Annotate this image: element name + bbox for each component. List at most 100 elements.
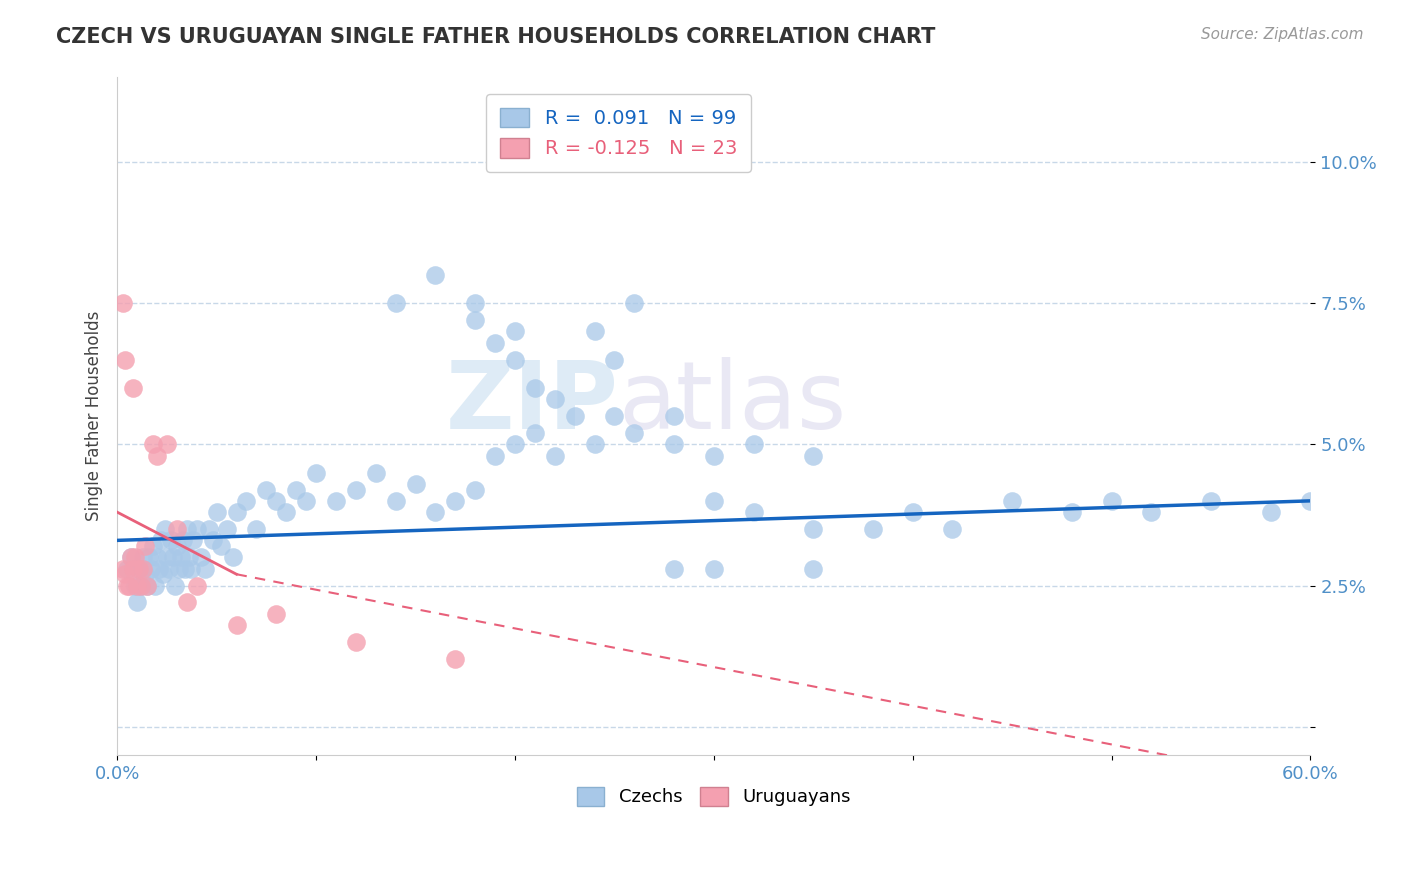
Point <box>603 352 626 367</box>
Point <box>114 567 136 582</box>
Point <box>583 437 606 451</box>
Point <box>122 561 145 575</box>
Point <box>295 493 318 508</box>
Point <box>120 550 142 565</box>
Point <box>157 561 180 575</box>
Point <box>134 539 156 553</box>
Point <box>209 539 232 553</box>
Point <box>583 325 606 339</box>
Point <box>186 578 208 592</box>
Point <box>136 578 159 592</box>
Point <box>742 505 765 519</box>
Point <box>564 409 586 424</box>
Point <box>425 268 447 282</box>
Point <box>166 522 188 536</box>
Point <box>801 449 824 463</box>
Point <box>215 522 238 536</box>
Point <box>122 381 145 395</box>
Point <box>1299 493 1322 508</box>
Point <box>503 437 526 451</box>
Point <box>149 533 172 548</box>
Point <box>384 296 406 310</box>
Point <box>344 483 367 497</box>
Point <box>266 607 288 621</box>
Point <box>544 392 567 407</box>
Point <box>142 437 165 451</box>
Point <box>405 477 427 491</box>
Point <box>245 522 267 536</box>
Point <box>484 449 506 463</box>
Point <box>167 561 190 575</box>
Text: Source: ZipAtlas.com: Source: ZipAtlas.com <box>1201 27 1364 42</box>
Point <box>132 550 155 565</box>
Point <box>703 493 725 508</box>
Point <box>503 325 526 339</box>
Point <box>221 550 243 565</box>
Point <box>143 578 166 592</box>
Point <box>124 550 146 565</box>
Point <box>325 493 347 508</box>
Point <box>1199 493 1222 508</box>
Text: CZECH VS URUGUAYAN SINGLE FATHER HOUSEHOLDS CORRELATION CHART: CZECH VS URUGUAYAN SINGLE FATHER HOUSEHO… <box>56 27 935 46</box>
Point <box>801 561 824 575</box>
Point <box>163 578 186 592</box>
Point <box>464 313 486 327</box>
Point <box>603 409 626 424</box>
Point <box>662 437 685 451</box>
Point <box>152 567 174 582</box>
Point <box>148 561 170 575</box>
Point <box>1060 505 1083 519</box>
Point <box>623 296 645 310</box>
Point <box>176 595 198 609</box>
Point <box>112 296 135 310</box>
Point <box>544 449 567 463</box>
Point <box>235 493 257 508</box>
Point <box>138 550 160 565</box>
Point <box>146 550 169 565</box>
Point <box>662 409 685 424</box>
Point <box>186 522 208 536</box>
Point <box>190 550 212 565</box>
Point <box>201 533 224 548</box>
Text: ZIP: ZIP <box>446 357 619 449</box>
Point <box>662 561 685 575</box>
Point <box>801 522 824 536</box>
Point <box>125 578 148 592</box>
Point <box>125 595 148 609</box>
Point <box>941 522 963 536</box>
Point <box>181 533 204 548</box>
Point <box>901 505 924 519</box>
Point <box>285 483 308 497</box>
Point <box>503 352 526 367</box>
Point <box>120 550 142 565</box>
Point <box>742 437 765 451</box>
Point <box>523 426 546 441</box>
Point <box>1140 505 1163 519</box>
Point <box>197 522 219 536</box>
Point <box>115 561 138 575</box>
Point <box>364 466 387 480</box>
Point <box>124 578 146 592</box>
Point <box>134 567 156 582</box>
Point <box>703 561 725 575</box>
Point <box>128 561 150 575</box>
Point <box>305 466 328 480</box>
Point <box>166 539 188 553</box>
Legend: Czechs, Uruguayans: Czechs, Uruguayans <box>569 780 858 814</box>
Point <box>146 449 169 463</box>
Point <box>444 652 467 666</box>
Text: atlas: atlas <box>619 357 846 449</box>
Point <box>160 533 183 548</box>
Point <box>384 493 406 508</box>
Point <box>484 335 506 350</box>
Point <box>464 296 486 310</box>
Point <box>112 561 135 575</box>
Point <box>1101 493 1123 508</box>
Point <box>162 550 184 565</box>
Point <box>276 505 298 519</box>
Point <box>254 483 277 497</box>
Point <box>114 352 136 367</box>
Point <box>129 578 152 592</box>
Point <box>118 578 141 592</box>
Point <box>266 493 288 508</box>
